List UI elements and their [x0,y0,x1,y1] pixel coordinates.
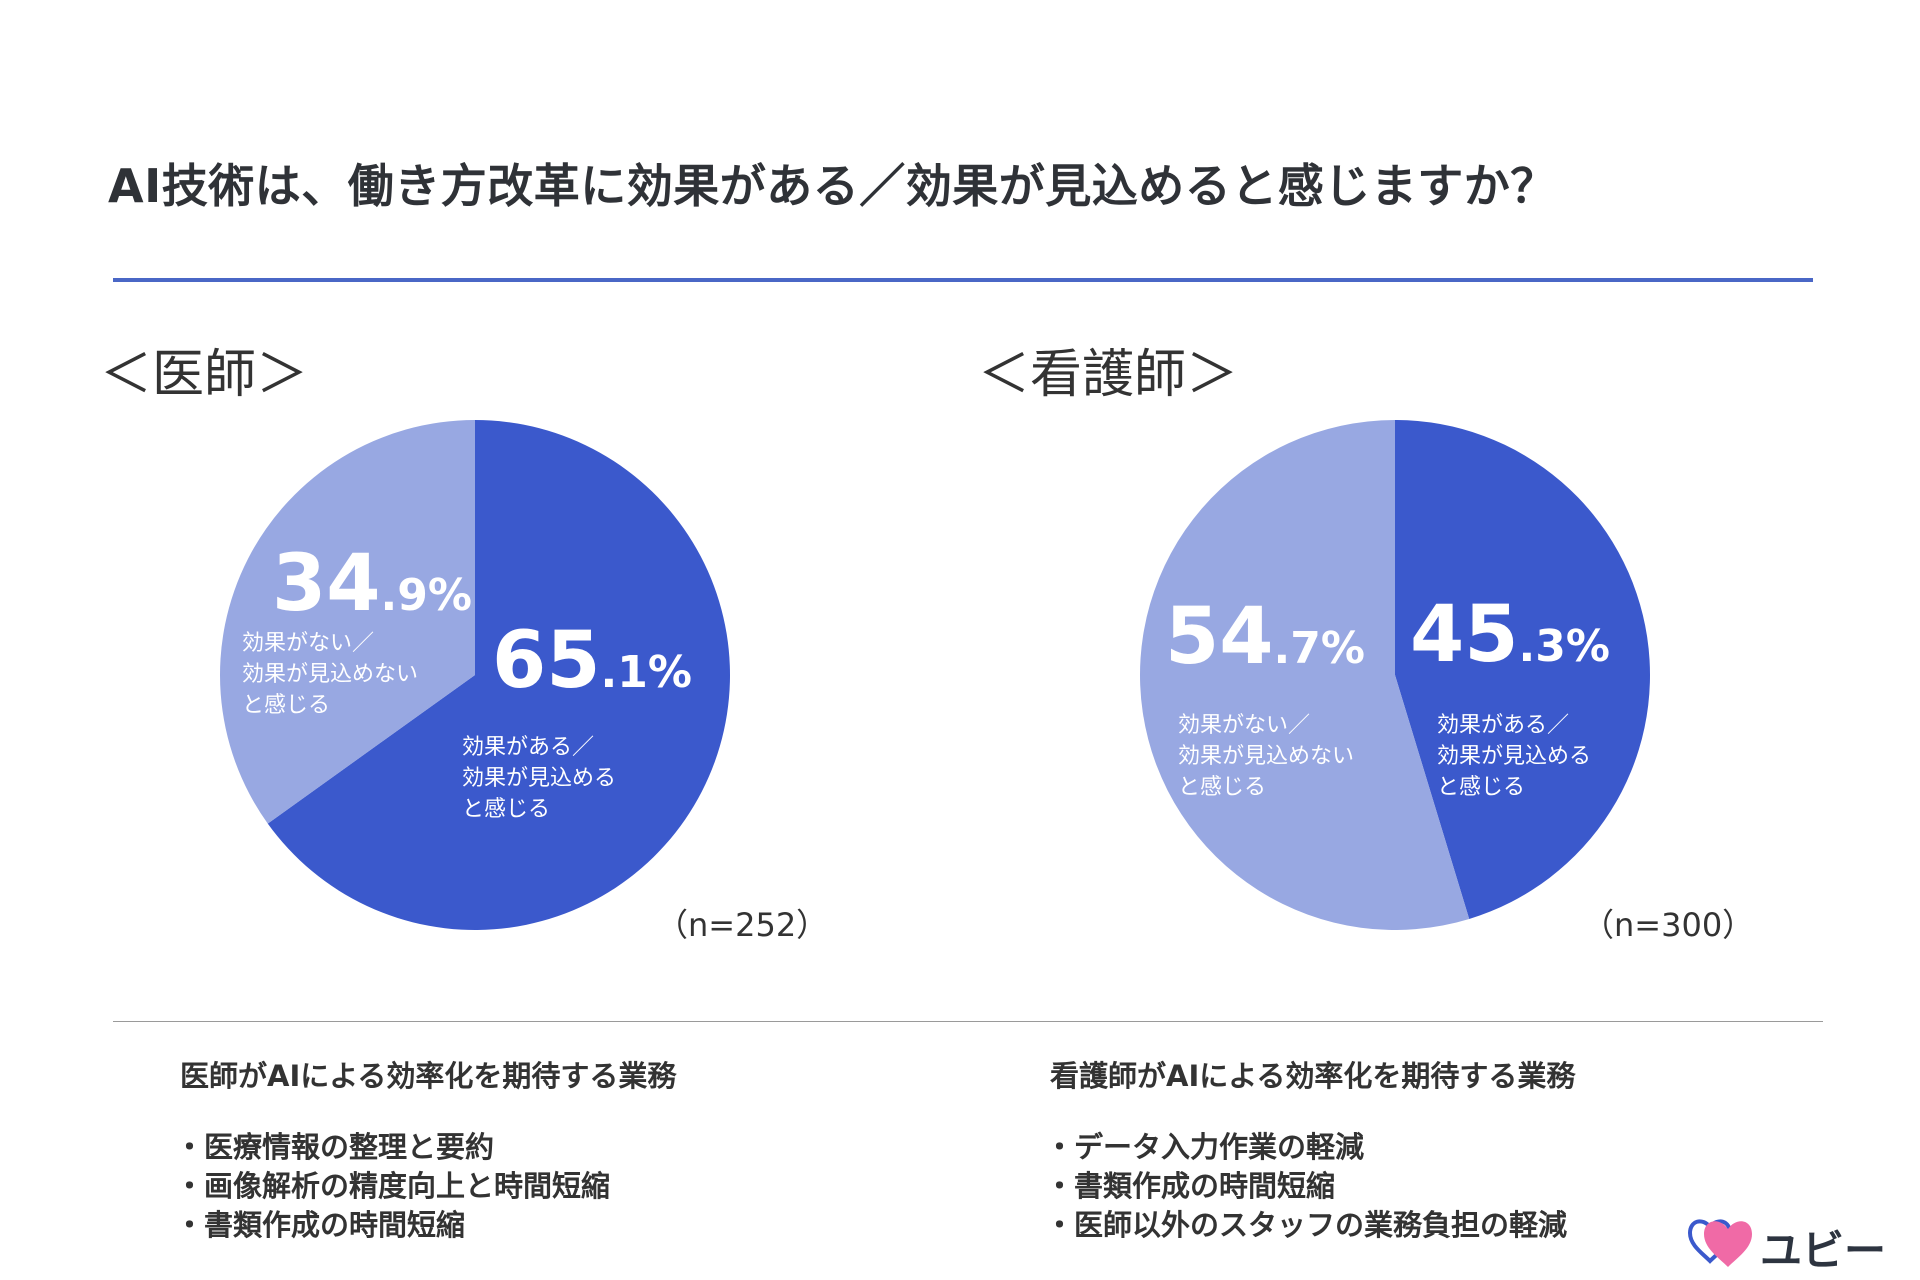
pie-slice-positive [267,420,730,930]
list-item: 書類作成の時間短縮 [1045,1167,1567,1206]
nurse-positive-label: 効果がある／ 効果が見込める と感じる [1437,713,1592,800]
pie-slice-positive [1395,420,1651,919]
nurse-expectations-heading: 看護師がAIによる効率化を期待する業務 [1050,1059,1576,1093]
nurse-positive-percent: 45.3% [1410,590,1610,680]
list-item: データ入力作業の軽減 [1045,1128,1567,1167]
list-item: 医療情報の整理と要約 [175,1128,610,1167]
doctor-chart-title: ＜医師＞ [100,345,309,405]
list-item: 医師以外のスタッフの業務負担の軽減 [1045,1206,1567,1245]
nurse-pie-chart [1140,420,1651,930]
logo-text: ユビー [1760,1226,1887,1275]
heart-logo-icon [1687,1219,1752,1267]
list-item: 画像解析の精度向上と時間短縮 [175,1167,610,1206]
pie-slice-negative [219,420,475,824]
doctor-sample-size: （n=252） [656,906,829,944]
doctor-expectations-list: 医療情報の整理と要約 画像解析の精度向上と時間短縮 書類作成の時間短縮 [175,1128,610,1245]
ubie-logo: ユビー [1687,1213,1886,1275]
list-item: 書類作成の時間短縮 [175,1206,610,1245]
doctor-negative-label: 効果がない／ 効果が見込めない と感じる [242,631,419,718]
nurse-chart-title: ＜看護師＞ [978,345,1239,405]
nurse-negative-label: 効果がない／ 効果が見込めない と感じる [1178,713,1355,800]
pie-slice-negative [1140,420,1470,930]
section-divider [113,1021,1823,1022]
doctor-expectations-heading: 医師がAIによる効率化を期待する業務 [180,1059,677,1093]
title-divider [113,278,1813,282]
doctor-pie-chart [219,420,730,930]
doctor-positive-percent: 65.1% [492,616,692,706]
doctor-positive-label: 効果がある／ 効果が見込める と感じる [462,735,617,822]
nurse-expectations-list: データ入力作業の軽減 書類作成の時間短縮 医師以外のスタッフの業務負担の軽減 [1045,1128,1567,1245]
nurse-sample-size: （n=300） [1582,906,1755,944]
nurse-negative-percent: 54.7% [1165,592,1365,682]
page-title: AI技術は、働き方改革に効果がある／効果が見込めると感じますか？ [108,159,1557,213]
doctor-negative-percent: 34.9% [272,539,472,629]
